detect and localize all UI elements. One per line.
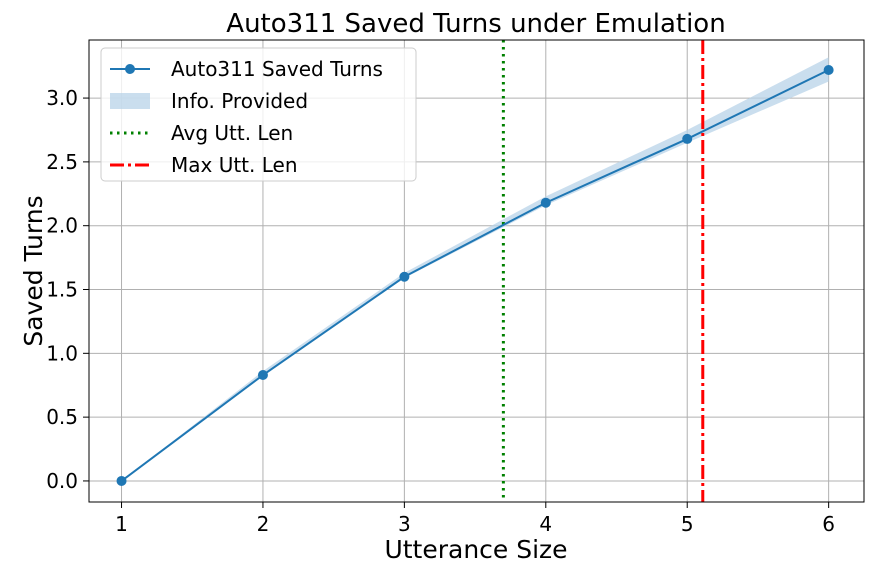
saved-turns-line xyxy=(120,69,830,482)
plot-frame xyxy=(88,39,865,503)
y-axis-label: Saved Turns xyxy=(19,195,48,346)
legend-label-2: Info. Provided xyxy=(171,89,308,113)
saved-turns-point-4 xyxy=(540,197,551,208)
x-axis-label: Utterance Size xyxy=(384,535,567,564)
y-tick-label-7: 3.0 xyxy=(46,86,78,110)
x-tick-label-2: 2 xyxy=(257,512,270,536)
reference-lines xyxy=(501,40,705,502)
y-tick-label-1: 0.0 xyxy=(46,469,78,493)
y-axis-ticks: 0.0 0.5 1.0 1.5 2.0 2.5 3.0 xyxy=(46,86,89,493)
y-tick-label-6: 2.5 xyxy=(46,150,78,174)
y-tick-label-3: 1.0 xyxy=(46,341,78,365)
legend-label-3: Avg Utt. Len xyxy=(171,121,293,145)
x-tick-label-5: 5 xyxy=(681,512,694,536)
series-layer xyxy=(116,64,834,486)
x-tick-label-4: 4 xyxy=(539,512,552,536)
confidence-band-layer xyxy=(121,57,829,481)
x-axis-ticks: 1 2 3 4 5 6 xyxy=(115,502,835,536)
info-provided-band xyxy=(121,57,829,481)
x-tick-label-3: 3 xyxy=(398,512,411,536)
legend-box xyxy=(100,47,417,182)
legend-band-handle xyxy=(110,93,150,109)
legend-marker-dot xyxy=(125,64,135,74)
saved-turns-point-2 xyxy=(257,370,268,381)
legend-label-1: Auto311 Saved Turns xyxy=(171,57,383,81)
x-tick-label-1: 1 xyxy=(115,512,128,536)
chart-title: Auto311 Saved Turns under Emulation xyxy=(226,9,725,39)
saved-turns-point-3 xyxy=(399,271,410,282)
x-tick-label-6: 6 xyxy=(822,512,835,536)
saved-turns-point-6 xyxy=(823,64,834,75)
y-tick-label-2: 0.5 xyxy=(46,405,78,429)
legend: Auto311 Saved Turns Info. Provided Avg Utt… xyxy=(100,47,417,182)
y-tick-label-4: 1.5 xyxy=(46,278,78,302)
saved-turns-point-1 xyxy=(116,475,127,486)
legend-label-4: Max Utt. Len xyxy=(171,153,298,177)
saved-turns-point-5 xyxy=(682,133,693,144)
y-tick-label-5: 2.0 xyxy=(46,214,78,238)
